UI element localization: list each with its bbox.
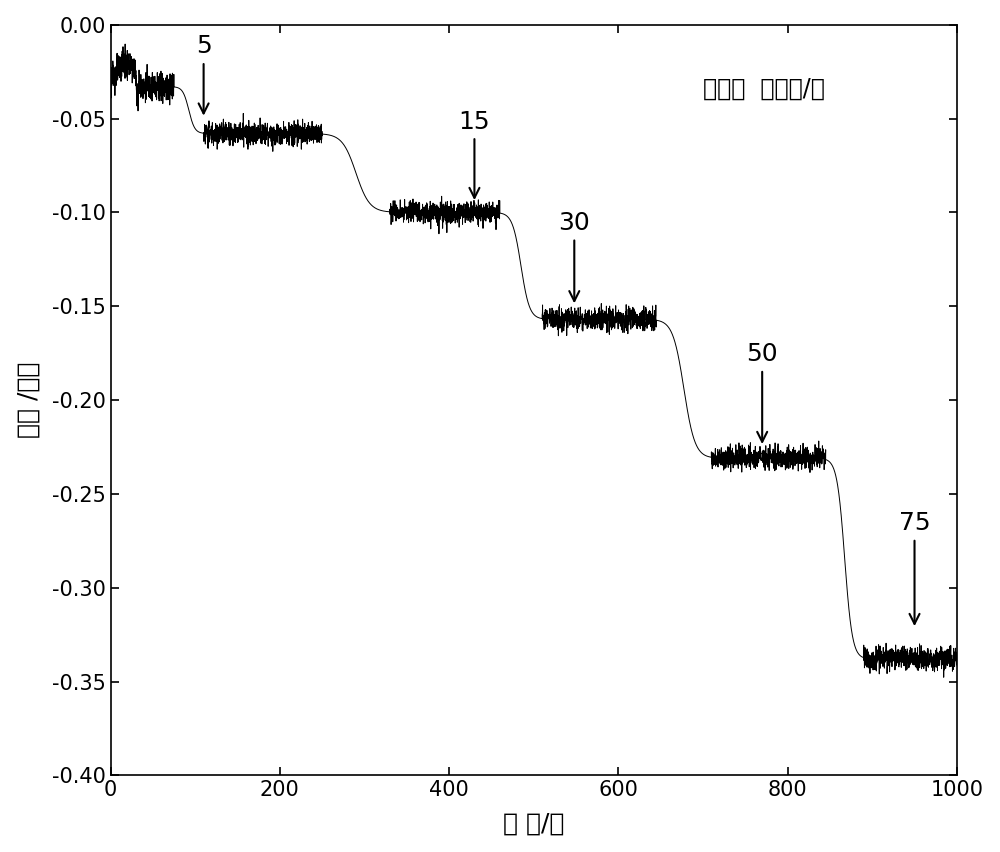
Text: 单位：  微摩尔/升: 单位： 微摩尔/升 [703,78,825,101]
Text: 15: 15 [459,110,490,198]
Y-axis label: 电流 /微安: 电流 /微安 [17,362,41,438]
Text: 30: 30 [558,210,590,301]
Text: 5: 5 [196,34,211,113]
Text: 75: 75 [899,511,930,624]
Text: 50: 50 [746,343,778,442]
X-axis label: 时 间/秒: 时 间/秒 [503,811,564,835]
